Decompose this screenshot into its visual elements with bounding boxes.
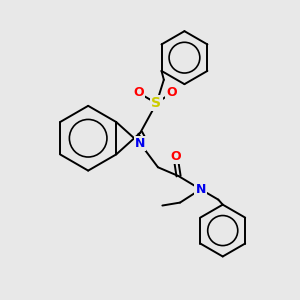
Text: N: N <box>196 183 206 196</box>
Text: O: O <box>166 86 176 100</box>
Text: N: N <box>135 137 146 150</box>
Text: S: S <box>152 96 161 110</box>
Text: O: O <box>170 151 181 164</box>
Text: O: O <box>134 86 144 100</box>
